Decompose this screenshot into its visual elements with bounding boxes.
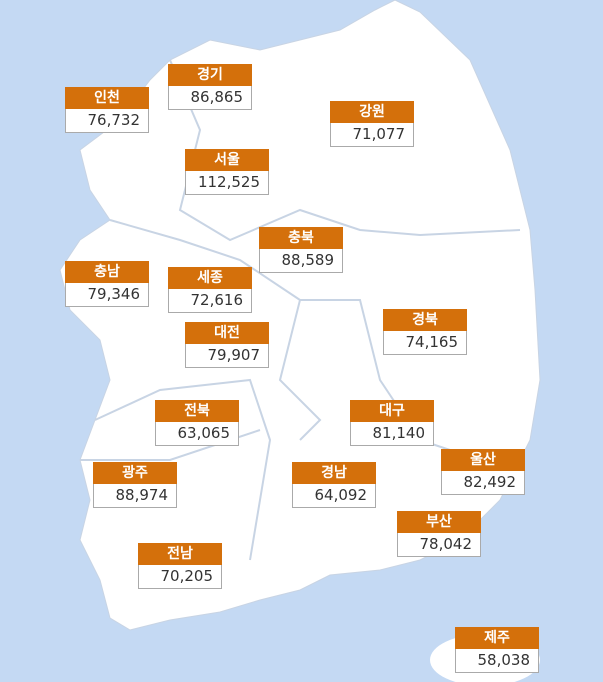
region-label: 경기 86,865 [168,64,252,110]
region-name: 전북 [155,400,239,422]
region-value: 112,525 [185,171,269,195]
region-name: 전남 [138,543,222,565]
region-value: 78,042 [397,533,481,557]
region-name: 경기 [168,64,252,86]
region-name: 부산 [397,511,481,533]
region-label: 대전 79,907 [185,322,269,368]
region-value: 64,092 [292,484,376,508]
region-label: 경북 74,165 [383,309,467,355]
region-label: 충북 88,589 [259,227,343,273]
region-name: 경남 [292,462,376,484]
region-label: 충남 79,346 [65,261,149,307]
region-value: 74,165 [383,331,467,355]
region-label: 대구 81,140 [350,400,434,446]
region-name: 인천 [65,87,149,109]
region-label: 광주 88,974 [93,462,177,508]
region-name: 충남 [65,261,149,283]
region-value: 63,065 [155,422,239,446]
region-value: 79,907 [185,344,269,368]
region-label: 서울 112,525 [185,149,269,195]
region-name: 대구 [350,400,434,422]
region-name: 광주 [93,462,177,484]
region-value: 88,974 [93,484,177,508]
region-value: 86,865 [168,86,252,110]
region-label: 강원 71,077 [330,101,414,147]
region-name: 충북 [259,227,343,249]
region-label: 부산 78,042 [397,511,481,557]
region-name: 서울 [185,149,269,171]
region-name: 경북 [383,309,467,331]
region-name: 울산 [441,449,525,471]
region-value: 71,077 [330,123,414,147]
region-name: 대전 [185,322,269,344]
region-label: 경남 64,092 [292,462,376,508]
region-label: 세종 72,616 [168,267,252,313]
region-name: 강원 [330,101,414,123]
region-value: 70,205 [138,565,222,589]
region-value: 58,038 [455,649,539,673]
region-label: 제주 58,038 [455,627,539,673]
region-value: 88,589 [259,249,343,273]
region-value: 79,346 [65,283,149,307]
region-value: 81,140 [350,422,434,446]
region-value: 82,492 [441,471,525,495]
region-label: 전북 63,065 [155,400,239,446]
region-value: 72,616 [168,289,252,313]
region-label: 전남 70,205 [138,543,222,589]
region-label: 울산 82,492 [441,449,525,495]
region-value: 76,732 [65,109,149,133]
region-label: 인천 76,732 [65,87,149,133]
region-name: 세종 [168,267,252,289]
region-name: 제주 [455,627,539,649]
